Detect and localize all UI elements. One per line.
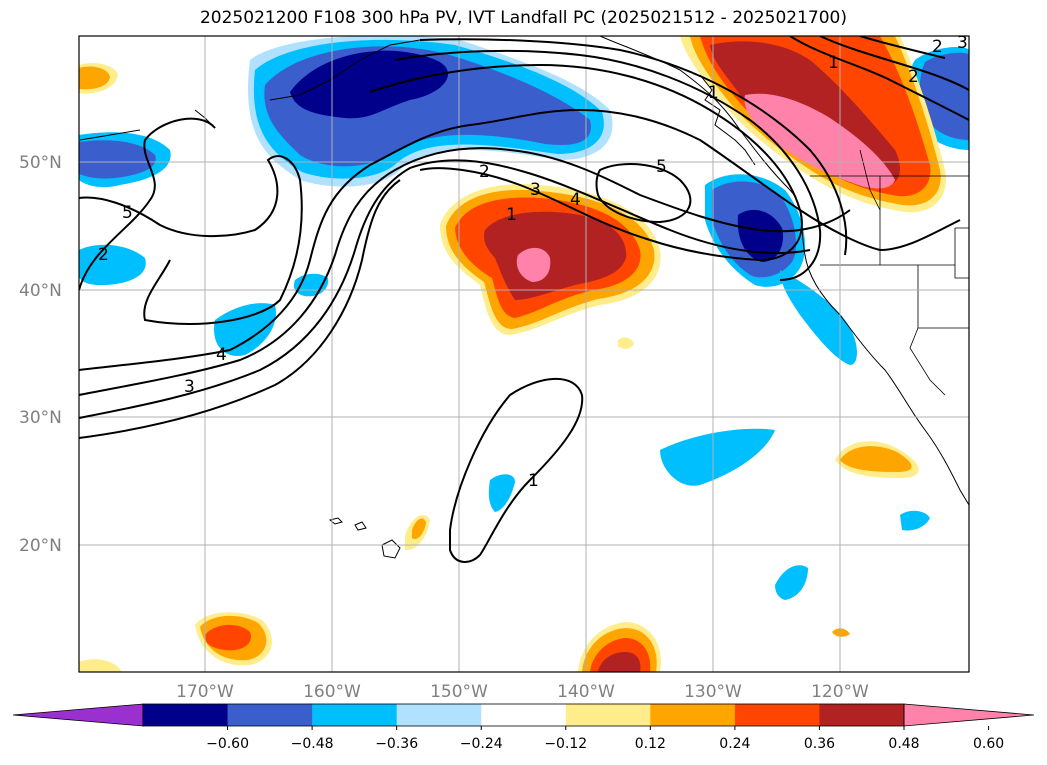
colorbar-bin <box>650 704 736 726</box>
colorbar-bin <box>734 704 820 726</box>
lon-label: 150°W <box>430 682 488 702</box>
contour-label: 5 <box>656 157 667 177</box>
lon-label: 130°W <box>684 682 742 702</box>
colorbar-tick-label: −0.12 <box>544 736 587 752</box>
lon-label: 120°W <box>811 682 869 702</box>
map-frame <box>78 35 970 673</box>
longitude-labels: 170°W 160°W 150°W 140°W 130°W 120°W <box>176 682 869 702</box>
contour-label: 2 <box>932 37 943 57</box>
positive-anomaly-small <box>79 63 919 672</box>
lat-label: 50°N <box>19 153 62 173</box>
lon-label: 140°W <box>557 682 615 702</box>
colorbar-bin <box>312 704 398 726</box>
colorbar-extend-high <box>903 703 1035 727</box>
contour-label: 4 <box>570 190 581 210</box>
positive-anomaly-northeast <box>680 36 946 213</box>
latitude-labels: 50°N 40°N 30°N 20°N <box>19 153 62 556</box>
colorbar-bin <box>481 704 567 726</box>
contour-label: 2 <box>908 67 919 87</box>
political-boundaries <box>810 149 969 396</box>
colorbar-tick-label: −0.24 <box>460 736 503 752</box>
contour-label: 3 <box>184 377 195 397</box>
colorbar-extend-low <box>12 703 144 727</box>
lat-label: 30°N <box>19 408 62 428</box>
gridlines <box>79 36 969 672</box>
colorbar-tick-label: 0.24 <box>719 736 750 752</box>
colorbar-tick-label: 0.12 <box>635 736 666 752</box>
colorbar-bin <box>396 704 482 726</box>
pv-contours <box>79 36 969 563</box>
contour-labels: 5 2 3 4 1 2 3 4 5 1 2 1 2 3 1 <box>98 33 968 491</box>
colorbar-tick-label: −0.60 <box>206 736 249 752</box>
colorbar-bin <box>819 704 905 726</box>
colorbar-tick-label: 0.48 <box>888 736 919 752</box>
lat-label: 20°N <box>19 536 62 556</box>
contour-label: 1 <box>708 83 719 103</box>
contour-label: 1 <box>828 53 839 73</box>
map-content: 5 2 3 4 1 2 3 4 5 1 2 1 2 3 1 <box>79 33 969 672</box>
lon-label: 160°W <box>303 682 361 702</box>
colorbar-bin <box>227 704 313 726</box>
contour-label: 2 <box>98 245 109 265</box>
contour-label: 5 <box>122 203 133 223</box>
colorbar-bin <box>143 704 229 726</box>
contour-label: 1 <box>528 471 539 491</box>
contour-label: 1 <box>506 205 517 225</box>
colorbar: −0.60 −0.48 −0.36 −0.24 −0.12 0.12 0.24 0.36 0.4… <box>12 703 1035 752</box>
coastlines <box>79 36 969 559</box>
colorbar-frame <box>142 703 905 727</box>
contour-label: 3 <box>957 33 968 53</box>
lon-label: 170°W <box>176 682 234 702</box>
contour-label: 3 <box>530 180 541 200</box>
map-title: 2025021200 F108 300 hPa PV, IVT Landfall… <box>199 8 847 28</box>
positive-anomaly-central <box>440 184 661 335</box>
colorbar-tick-label: 0.36 <box>804 736 835 752</box>
colorbar-tick-label: 0.60 <box>973 736 1004 752</box>
colorbar-bin <box>565 704 651 726</box>
contour-label: 4 <box>216 345 227 365</box>
contour-label: 2 <box>479 162 490 182</box>
lat-label: 40°N <box>19 281 62 301</box>
colorbar-tick-label: −0.36 <box>375 736 418 752</box>
colorbar-tick-label: −0.48 <box>291 736 334 752</box>
